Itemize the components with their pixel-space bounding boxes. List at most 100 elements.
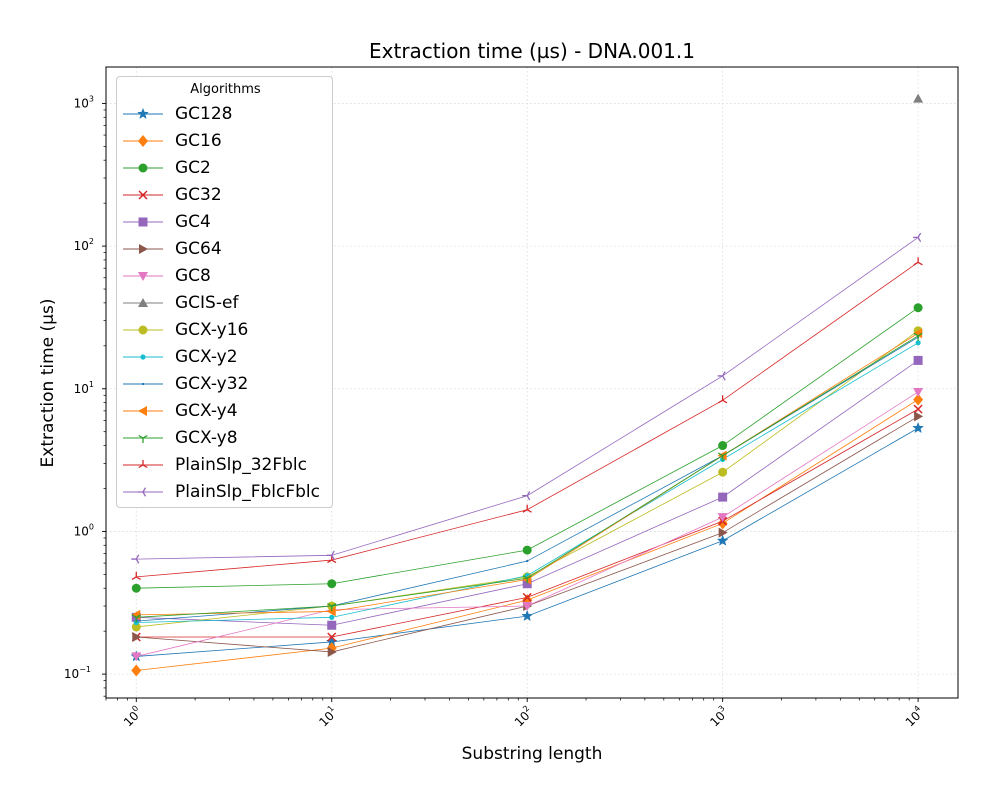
y-tick-label: 100	[74, 522, 94, 538]
legend-marker	[138, 406, 147, 416]
data-point	[717, 517, 728, 530]
series-gcis-ef	[913, 93, 924, 103]
y-axis-label: Extraction time (µs)	[38, 299, 58, 468]
legend-label: GCX-y8	[175, 428, 238, 448]
legend: Algorithms GC128 GC16 GC2 GC32 GC4 GC64 GC8 GCI…	[116, 76, 333, 508]
legend-marker	[138, 217, 148, 227]
legend-item: GCX-y8	[123, 427, 328, 454]
legend-label: GC4	[175, 212, 211, 232]
legend-item: GC64	[123, 238, 328, 265]
x-tick-label: 101	[315, 703, 341, 729]
data-point	[522, 592, 532, 602]
data-point	[131, 554, 140, 564]
legend-item: GCX-y2	[123, 346, 328, 373]
data-point	[131, 652, 142, 662]
data-point	[131, 583, 141, 593]
legend-swatch	[123, 163, 163, 173]
legend-item: GCX-y32	[123, 373, 328, 400]
data-point	[522, 602, 533, 612]
legend-label: GCX-y2	[175, 347, 238, 367]
data-point	[717, 513, 728, 523]
legend-marker	[138, 190, 148, 200]
legend-label: GC2	[175, 158, 211, 178]
legend-label: GC16	[175, 131, 222, 151]
legend-marker	[138, 434, 148, 443]
legend-swatch	[123, 107, 163, 120]
legend-swatch	[123, 244, 163, 254]
series-gcx-y8	[131, 332, 923, 623]
data-point	[522, 504, 532, 513]
data-point	[329, 614, 335, 620]
legend-marker	[139, 244, 148, 254]
data-point	[131, 571, 141, 580]
data-point	[718, 441, 728, 451]
legend-marker	[138, 487, 147, 497]
legend-label: GCX-y4	[175, 401, 238, 421]
data-point	[913, 328, 923, 339]
data-point	[327, 602, 337, 612]
legend-label: PlainSlp_FblcFblc	[175, 482, 320, 502]
data-point	[913, 332, 923, 341]
legend-label: PlainSlp_32Fblc	[175, 455, 307, 475]
data-point	[522, 545, 532, 555]
y-tick-label: 10−1	[64, 665, 91, 681]
data-point	[326, 550, 335, 560]
data-point	[132, 631, 142, 642]
data-point	[327, 579, 337, 589]
data-point	[913, 232, 922, 243]
legend-swatch	[123, 298, 163, 307]
data-point	[327, 632, 337, 642]
legend-item: GC4	[123, 211, 328, 238]
x-tick-label: 103	[706, 703, 732, 729]
legend-label: GC32	[175, 185, 222, 205]
data-point	[913, 93, 924, 103]
y-tick-label: 101	[74, 380, 94, 396]
data-point	[131, 622, 141, 632]
legend-marker	[138, 325, 148, 335]
data-point	[718, 527, 728, 538]
legend-swatch	[123, 487, 163, 497]
legend-marker	[138, 460, 148, 469]
legend-swatch	[123, 383, 163, 385]
data-point	[131, 664, 142, 677]
legend-item: PlainSlp_32Fblc	[123, 454, 328, 481]
data-point	[913, 393, 924, 406]
legend-marker	[138, 163, 148, 173]
x-tick-label: 104	[901, 703, 927, 729]
legend-swatch	[123, 217, 163, 227]
legend-item: GCIS-ef	[123, 292, 328, 319]
data-point	[716, 534, 729, 546]
data-point	[913, 303, 923, 313]
y-tick-label: 102	[74, 237, 94, 253]
data-point	[522, 579, 532, 589]
series-gc2	[131, 303, 923, 593]
data-point	[913, 257, 923, 266]
y-tick-label: 103	[74, 94, 94, 110]
chart-title: Extraction time (µs) - DNA.001.1	[369, 39, 695, 63]
svg-text:104: 104	[901, 703, 927, 729]
data-point	[718, 492, 728, 502]
legend-swatch	[123, 272, 163, 281]
legend-swatch	[123, 434, 163, 443]
axis-ticks: 100 101 102 103 104 10−1 100 101 102 103	[64, 94, 927, 729]
svg-text:102: 102	[510, 703, 536, 729]
plot-frame	[105, 66, 959, 699]
svg-text:103: 103	[706, 703, 732, 729]
legend-marker	[138, 298, 148, 307]
svg-text:101: 101	[315, 703, 341, 729]
legend-item: GC8	[123, 265, 328, 292]
legend-swatch	[123, 460, 163, 469]
legend-item: PlainSlp_FblcFblc	[123, 481, 328, 508]
legend-swatch	[123, 325, 163, 335]
legend-label: GC128	[175, 104, 233, 124]
legend-item: GCX-y4	[123, 400, 328, 427]
data-point	[326, 606, 336, 617]
data-point	[522, 491, 531, 501]
x-tick-label: 100	[119, 703, 145, 729]
data-point	[912, 421, 925, 434]
legend-label: GC8	[175, 266, 211, 286]
svg-text:100: 100	[119, 703, 145, 729]
legend-label: GCX-y32	[175, 374, 249, 394]
legend-swatch	[123, 406, 163, 416]
